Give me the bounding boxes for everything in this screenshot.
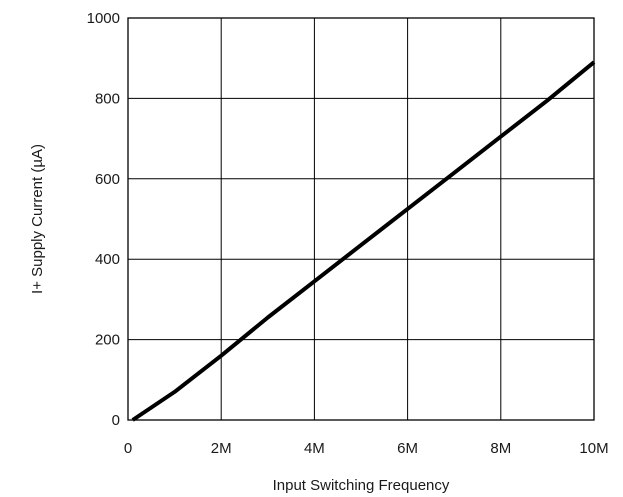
- y-tick-label: 1000: [87, 10, 120, 27]
- y-tick-label: 400: [95, 251, 120, 268]
- y-tick-label: 200: [95, 332, 120, 349]
- y-tick-label: 600: [95, 171, 120, 188]
- y-axis-label: I+ Supply Current (µA): [29, 144, 46, 294]
- grid-lines: [128, 18, 594, 420]
- plot-area-frame: [127, 17, 595, 421]
- series-layer: [131, 60, 596, 422]
- x-tick-label: 4M: [304, 440, 325, 457]
- x-tick-label: 10M: [579, 440, 608, 457]
- x-axis-label: Input Switching Frequency: [273, 477, 450, 494]
- x-tick-label: 8M: [490, 440, 511, 457]
- x-tick-label: 0: [124, 440, 132, 457]
- x-tick-label: 6M: [397, 440, 418, 457]
- y-axis-ticks: 0 200 400 600 800 1000: [87, 10, 120, 429]
- y-tick-label: 800: [95, 90, 120, 107]
- x-axis-ticks: 0 2M 4M 6M 8M 10M: [124, 440, 609, 457]
- y-tick-label: 0: [112, 412, 120, 429]
- x-tick-label: 2M: [211, 440, 232, 457]
- series-line: [131, 60, 596, 422]
